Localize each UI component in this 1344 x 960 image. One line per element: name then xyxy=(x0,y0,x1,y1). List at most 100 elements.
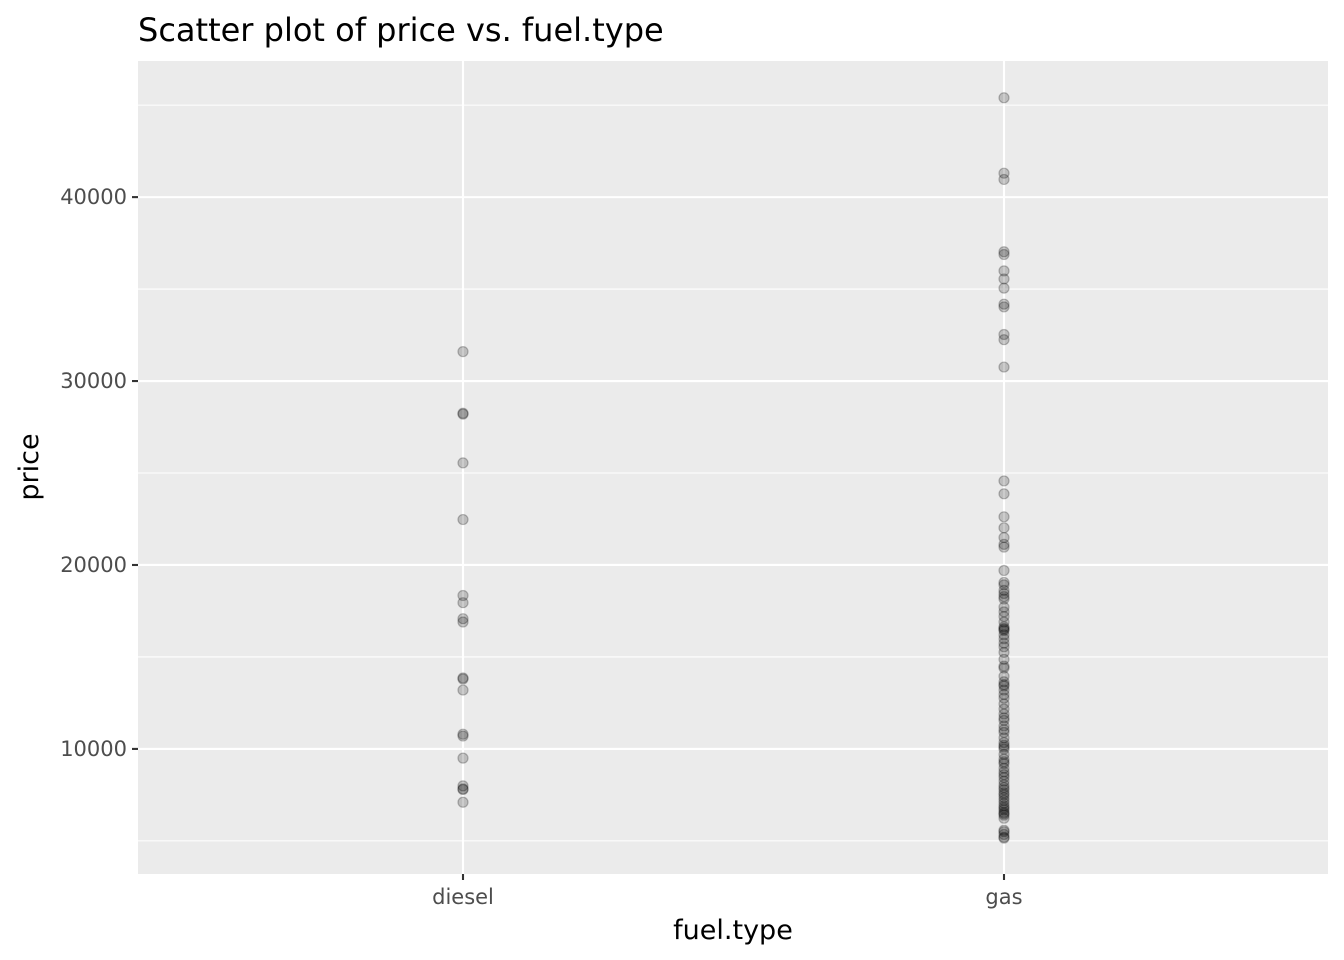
data-point-gas xyxy=(998,538,1010,550)
data-point-gas xyxy=(998,641,1010,653)
x-axis-title: fuel.type xyxy=(673,915,793,946)
data-point-gas xyxy=(998,633,1010,645)
data-point-gas xyxy=(998,591,1010,603)
data-point-gas xyxy=(998,758,1010,770)
data-point-gas xyxy=(998,587,1010,600)
data-point-gas xyxy=(998,584,1010,596)
data-point-gas xyxy=(998,714,1010,727)
data-point-diesel xyxy=(457,780,469,792)
data-point-gas xyxy=(998,808,1010,820)
data-point-gas xyxy=(998,794,1010,807)
data-point-diesel xyxy=(457,728,469,740)
data-point-gas xyxy=(998,593,1010,605)
data-point-gas xyxy=(998,703,1010,715)
data-point-gas xyxy=(998,708,1010,720)
data-point-gas xyxy=(998,92,1010,104)
data-point-gas xyxy=(998,789,1010,801)
data-point-diesel xyxy=(457,684,469,696)
data-point-gas xyxy=(998,831,1010,843)
plot-panel xyxy=(138,61,1328,874)
x-tick-label: gas xyxy=(985,885,1022,909)
data-point-gas xyxy=(998,787,1010,799)
data-point-gas xyxy=(998,804,1010,816)
y-tick-label: 30000 xyxy=(60,369,127,393)
data-point-gas xyxy=(998,522,1010,534)
data-point-diesel xyxy=(457,407,469,419)
data-point-gas xyxy=(998,736,1010,749)
x-tick-label: diesel xyxy=(432,885,494,909)
data-point-gas xyxy=(998,802,1010,814)
data-point-gas xyxy=(998,606,1010,618)
y-tick-label: 20000 xyxy=(60,553,127,577)
data-point-gas xyxy=(998,806,1010,818)
data-point-gas xyxy=(998,809,1010,821)
data-point-gas xyxy=(998,660,1010,672)
chart-title: Scatter plot of price vs. fuel.type xyxy=(138,11,664,49)
data-point-gas xyxy=(998,769,1010,781)
data-point-gas xyxy=(998,328,1010,341)
data-point-gas xyxy=(998,732,1010,744)
data-point-gas xyxy=(998,698,1010,710)
data-point-diesel xyxy=(457,457,469,469)
data-point-gas xyxy=(998,739,1010,751)
data-point-gas xyxy=(998,610,1010,623)
y-tick-label: 10000 xyxy=(60,737,127,761)
data-point-gas xyxy=(998,720,1010,732)
data-point-gas xyxy=(998,832,1010,844)
data-point-diesel xyxy=(457,513,469,526)
data-point-gas xyxy=(998,511,1010,523)
data-point-gas xyxy=(998,576,1010,589)
data-point-diesel xyxy=(457,783,469,795)
data-point-gas xyxy=(998,301,1010,313)
data-point-gas xyxy=(998,748,1010,761)
data-point-gas xyxy=(998,623,1010,635)
data-point-gas xyxy=(998,678,1010,691)
grid-lines xyxy=(138,61,1328,874)
data-point-diesel xyxy=(457,796,469,808)
data-point-diesel xyxy=(457,672,469,684)
data-point-gas xyxy=(998,680,1010,692)
data-point-gas xyxy=(998,779,1010,791)
data-point-gas xyxy=(998,692,1010,704)
data-point-gas xyxy=(998,173,1010,186)
data-point-diesel xyxy=(457,616,469,628)
data-point-diesel xyxy=(457,589,469,602)
data-point-gas xyxy=(998,248,1010,261)
data-point-gas xyxy=(998,797,1010,809)
data-point-gas xyxy=(998,756,1010,768)
data-point-diesel xyxy=(457,613,469,625)
data-point-gas xyxy=(998,826,1010,838)
axes: 10000 20000 30000 40000 diesel gas xyxy=(60,185,1022,909)
data-point-gas xyxy=(998,298,1010,310)
data-point-gas xyxy=(998,637,1010,649)
data-point-gas xyxy=(998,676,1010,688)
data-point-gas xyxy=(998,762,1010,774)
data-point-gas xyxy=(998,646,1010,658)
data-point-gas xyxy=(998,246,1010,258)
data-point-gas xyxy=(998,684,1010,696)
data-point-diesel xyxy=(457,346,469,358)
data-point-gas xyxy=(998,622,1010,635)
data-point-gas xyxy=(998,781,1010,794)
data-point-gas xyxy=(998,653,1010,665)
data-point-gas xyxy=(998,766,1010,778)
data-point-gas xyxy=(998,167,1010,179)
data-point-diesel xyxy=(457,673,469,685)
data-point-gas xyxy=(998,670,1010,682)
data-point-gas xyxy=(998,621,1010,633)
data-point-gas xyxy=(998,688,1010,701)
y-tick-label: 40000 xyxy=(60,185,127,209)
data-point-gas xyxy=(998,616,1010,628)
data-point-gas xyxy=(998,792,1010,804)
data-point-gas xyxy=(998,475,1010,487)
data-point-gas xyxy=(998,488,1010,500)
data-point-gas xyxy=(998,800,1010,812)
data-point-gas xyxy=(998,273,1010,285)
data-point-gas xyxy=(998,812,1010,824)
data-point-gas xyxy=(998,541,1010,553)
data-point-gas xyxy=(998,753,1010,765)
data-point-gas xyxy=(998,564,1010,577)
data-points xyxy=(457,92,1010,844)
data-point-gas xyxy=(998,662,1010,674)
data-point-gas xyxy=(998,775,1010,787)
